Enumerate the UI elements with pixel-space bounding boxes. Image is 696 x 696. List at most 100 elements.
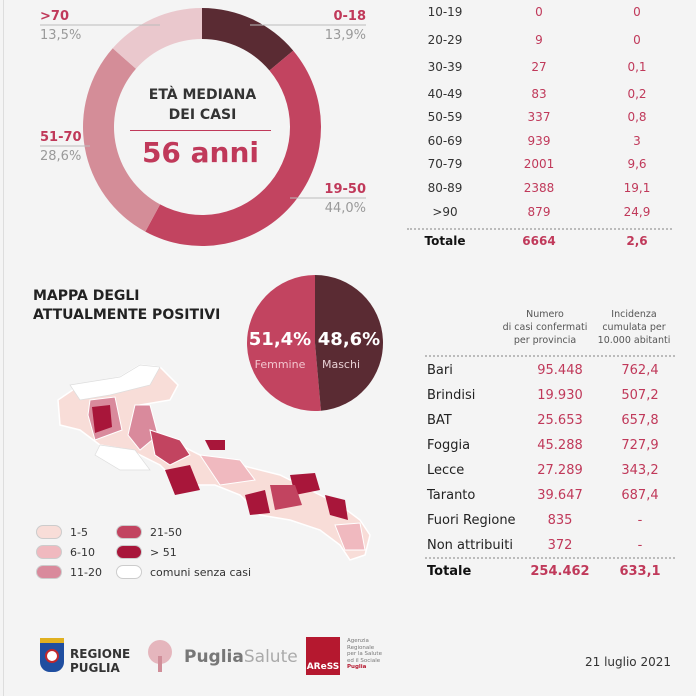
donut-title-line1: ETÀ MEDIANA xyxy=(148,87,257,103)
province-row: Foggia 45.288 727,9 xyxy=(427,438,687,458)
map-area-bari3 xyxy=(198,454,256,486)
legend-swatch xyxy=(116,565,142,579)
legend-swatch xyxy=(36,545,62,559)
map-area-bari2 xyxy=(165,465,200,495)
incidence: 727,9 xyxy=(621,438,659,453)
incidence: 0,2 xyxy=(627,87,647,101)
puglia-salute-logo: PugliaSalute xyxy=(184,647,298,667)
age-group: 20-29 xyxy=(427,33,463,47)
male-label: Maschi xyxy=(321,358,361,371)
total-label: Totale xyxy=(424,234,466,248)
age-row: 10-19 0 0 xyxy=(405,5,685,25)
age-row: 40-49 83 0,2 xyxy=(405,87,685,107)
age-group: 80-89 xyxy=(427,181,463,195)
case-count: 95.448 xyxy=(537,363,583,378)
legend-item: 11-20 xyxy=(36,565,102,579)
report-date: 21 luglio 2021 xyxy=(585,655,672,669)
male-pct: 48,6% xyxy=(317,329,381,350)
total-incidence: 633,1 xyxy=(619,564,661,579)
age-row: 30-39 27 0,1 xyxy=(405,60,685,80)
map-area-bat xyxy=(149,429,191,466)
legend-item: 6-10 xyxy=(36,545,95,559)
seg-pct-19-50: 44,0% xyxy=(324,201,366,216)
map-area-taranto xyxy=(245,490,270,515)
legend-swatch xyxy=(36,565,62,579)
puglia-salute-light: Salute xyxy=(243,647,298,667)
incidence: - xyxy=(637,538,643,553)
regione-line2: PUGLIA xyxy=(70,661,120,675)
incidence: - xyxy=(637,513,643,528)
age-donut-chart xyxy=(40,8,366,247)
puglia-salute-bold: Puglia xyxy=(184,647,244,667)
age-row: 20-29 9 0 xyxy=(405,33,685,53)
seg-pct-0-18: 13,9% xyxy=(324,28,366,43)
seg-pct-over70: 13,5% xyxy=(40,28,82,43)
map-area-foggia-high xyxy=(92,405,112,433)
province-row: Bari 95.448 762,4 xyxy=(427,363,687,383)
death-count: 939 xyxy=(527,134,551,148)
age-group: 50-59 xyxy=(427,110,463,124)
donut-title-line2: DEI CASI xyxy=(168,107,237,123)
aress-desc-3: per la Salute xyxy=(347,651,382,657)
map-title-line2: ATTUALMENTE POSITIVI xyxy=(33,307,221,323)
header-inc-l3: 10.000 abitanti xyxy=(597,335,671,346)
province-name: Bari xyxy=(427,363,453,378)
legend-swatch xyxy=(116,525,142,539)
regione-line1: REGIONE xyxy=(70,647,131,661)
header-cases-l1: Numero xyxy=(526,309,564,320)
header-cases-l2: di casi confermati xyxy=(502,322,588,333)
death-count: 27 xyxy=(531,60,547,74)
legend-label: 21-50 xyxy=(150,525,182,539)
legend-label: comuni senza casi xyxy=(150,565,252,579)
province-row: BAT 25.653 657,8 xyxy=(427,413,687,433)
death-count: 0 xyxy=(535,5,543,19)
legend-swatch xyxy=(36,525,62,539)
aress-logo: AReSS xyxy=(306,637,340,675)
province-row: Non attribuiti 372 - xyxy=(427,538,687,558)
pie-slice-male xyxy=(315,275,384,411)
legend-label: 11-20 xyxy=(70,565,102,579)
death-count: 2001 xyxy=(523,157,555,171)
map-area-north2 xyxy=(127,404,159,451)
province-name: Fuori Regione xyxy=(427,513,516,528)
median-age: 56 anni xyxy=(141,136,260,169)
donut-title: ETÀ MEDIANA DEI CASI xyxy=(130,85,275,125)
header-cases: Numero di casi confermati per provincia xyxy=(500,308,590,347)
regione-puglia-text: REGIONE PUGLIA xyxy=(70,647,130,675)
divider xyxy=(407,228,672,230)
seg-pct-51-70: 28,6% xyxy=(40,149,82,164)
case-count: 372 xyxy=(547,538,573,553)
incidence: 507,2 xyxy=(621,388,659,403)
province-name: BAT xyxy=(427,413,452,428)
regione-puglia-logo xyxy=(40,638,64,672)
death-count: 2388 xyxy=(523,181,555,195)
age-group: 60-69 xyxy=(427,134,463,148)
incidence: 343,2 xyxy=(621,463,659,478)
map-area-lecce xyxy=(325,495,348,520)
donut-divider xyxy=(130,130,271,131)
province-name: Non attribuiti xyxy=(427,538,513,553)
tree-logo-icon xyxy=(142,638,178,674)
map-area-white-north xyxy=(69,364,161,401)
legend-label: > 51 xyxy=(150,545,177,559)
aress-description: Agenzia Regionale per la Salute ed il So… xyxy=(347,638,382,671)
age-group: 10-19 xyxy=(427,5,463,19)
total-label: Totale xyxy=(427,564,472,579)
province-row: Lecce 27.289 343,2 xyxy=(427,463,687,483)
incidence: 687,4 xyxy=(621,488,659,503)
incidence: 762,4 xyxy=(621,363,659,378)
divider xyxy=(425,355,675,357)
puglia-map xyxy=(57,364,371,561)
province-row: Taranto 39.647 687,4 xyxy=(427,488,687,508)
death-count: 879 xyxy=(527,205,551,219)
header-inc-l2: cumulata per xyxy=(602,322,666,333)
legend-item: comuni senza casi xyxy=(116,565,251,579)
seg-label-51-70: 51-70 xyxy=(40,130,82,145)
death-count: 83 xyxy=(531,87,547,101)
incidence: 657,8 xyxy=(621,413,659,428)
total-count: 6664 xyxy=(522,234,556,248)
age-row: 50-59 337 0,8 xyxy=(405,110,685,130)
map-area-salento xyxy=(334,522,366,551)
aress-desc-2: Regionale xyxy=(347,644,375,651)
province-name: Taranto xyxy=(427,488,476,503)
